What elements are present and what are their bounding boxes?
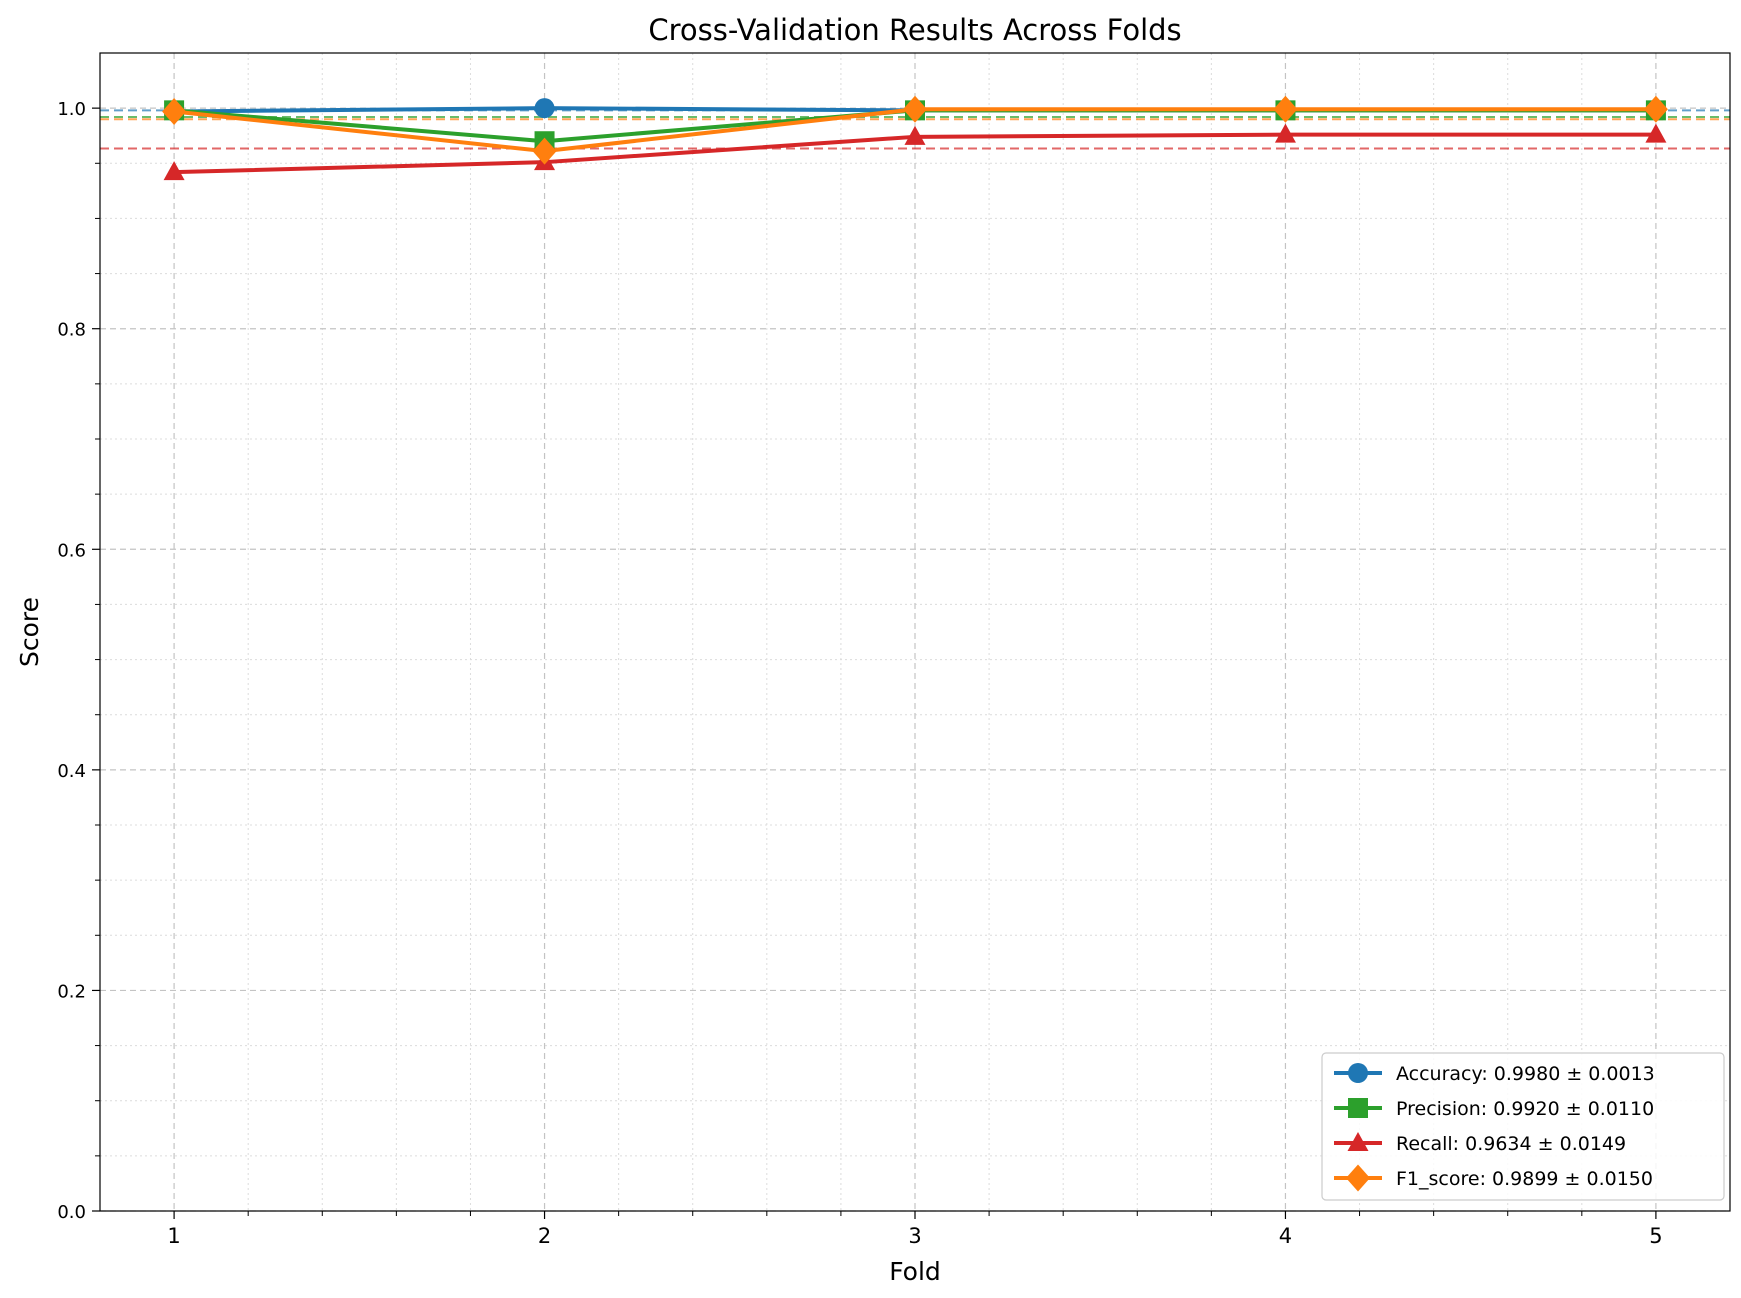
series-markers: [162, 95, 1668, 181]
y-tick-label: 1.0: [57, 99, 86, 120]
recall-point: [163, 161, 185, 181]
x-tick-label: 2: [538, 1224, 551, 1248]
f1-score-point: [903, 95, 927, 123]
legend-precision-label: Precision: 0.9920 ± 0.0110: [1396, 1098, 1654, 1120]
legend: Accuracy: 0.9980 ± 0.0013 Precision: 0.99…: [1321, 1052, 1725, 1201]
f1-score-point: [1273, 95, 1298, 123]
legend-f1-score-marker: [1346, 1164, 1370, 1192]
y-tick-label: 0.0: [57, 1202, 86, 1223]
recall-point: [904, 125, 926, 145]
legend-precision-marker: [1348, 1098, 1368, 1118]
x-tick-label: 5: [1649, 1224, 1662, 1248]
legend-recall-label: Recall: 0.9634 ± 0.0149: [1396, 1133, 1626, 1155]
y-tick-label: 0.6: [57, 540, 86, 561]
x-tick-label: 3: [908, 1224, 921, 1248]
recall-point: [1645, 123, 1667, 143]
y-tick-label: 0.8: [57, 320, 86, 341]
recall-point: [1274, 123, 1296, 143]
legend-f1-score-label: F1_score: 0.9899 ± 0.0150: [1396, 1168, 1653, 1190]
legend-accuracy-marker: [1348, 1063, 1368, 1083]
legend-accuracy-label: Accuracy: 0.9980 ± 0.0013: [1396, 1063, 1655, 1085]
x-tick-label: 1: [167, 1224, 180, 1248]
axis-ticks: 1 2 3 4 5 0.0 0.2 0.4 0.6 0.8 1.0: [57, 99, 1662, 1248]
y-axis-label: Score: [15, 597, 44, 667]
f1-score-point: [1643, 95, 1668, 123]
legend-recall-marker: [1347, 1132, 1369, 1151]
y-tick-label: 0.2: [57, 981, 86, 1002]
f1-score-point: [532, 137, 557, 165]
chart-title: Cross-Validation Results Across Folds: [648, 13, 1181, 47]
x-tick-label: 4: [1279, 1224, 1292, 1248]
f1-score-point: [162, 97, 187, 125]
accuracy-point: [534, 98, 555, 119]
x-axis-label: Fold: [889, 1257, 941, 1286]
legend-box: [1321, 1052, 1725, 1201]
y-tick-label: 0.4: [57, 761, 86, 782]
major-grid: [100, 53, 1730, 1212]
